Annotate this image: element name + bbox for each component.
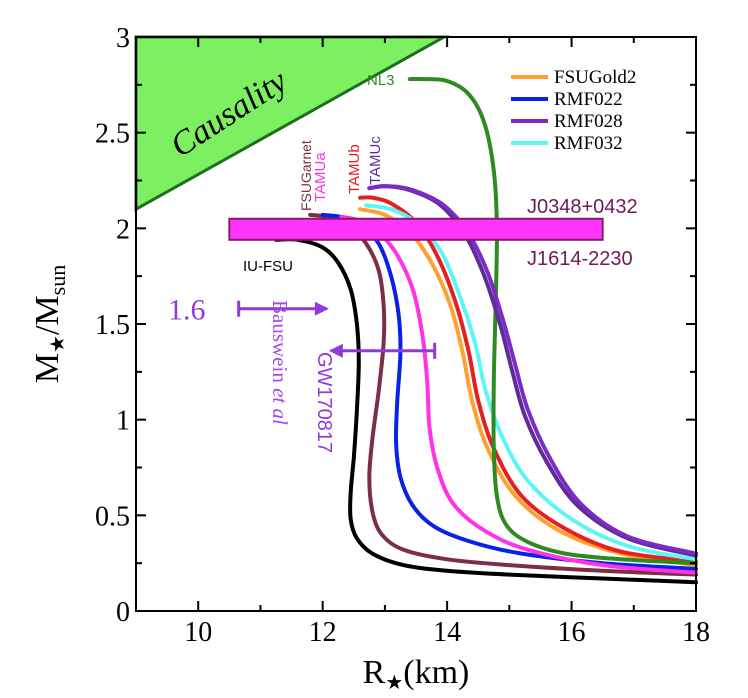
bauswein-arrowhead xyxy=(314,301,329,316)
y-tick-label: 1.5 xyxy=(95,310,130,341)
bauswein-value-label: 1.6 xyxy=(168,294,206,327)
y-axis-title-sub: sun xyxy=(45,265,70,296)
x-tick-label: 10 xyxy=(184,617,212,648)
curve-rmf028 xyxy=(367,184,698,556)
x-tick-label: 12 xyxy=(309,617,337,648)
bauswein-etal: et al xyxy=(268,388,292,425)
label-nl3: NL3 xyxy=(367,72,395,89)
y-tick-label: 2 xyxy=(116,214,130,245)
y-tick-label: 0.5 xyxy=(95,501,130,532)
x-tick-label: 16 xyxy=(558,617,586,648)
gw170817-arrowhead xyxy=(328,343,343,358)
curve-nl3 xyxy=(407,76,698,566)
bauswein-author-name: Bauswein xyxy=(268,300,292,388)
legend-label-fsugold2: FSUGold2 xyxy=(554,67,636,88)
x-tick-label: 18 xyxy=(682,617,710,648)
y-axis-title-star: ★ xyxy=(47,335,69,353)
label-iu-fsu: IU-FSU xyxy=(243,258,293,275)
y-axis-title-slash: /M xyxy=(29,295,66,335)
x-axis-title: R★(km) xyxy=(363,654,470,694)
pulsar-label-j0348: J0348+0432 xyxy=(527,196,638,218)
bauswein-author-label: Bauswein et al xyxy=(268,300,292,425)
pulsar-mass-band xyxy=(228,217,604,241)
y-axis-title-main: M xyxy=(29,353,66,383)
x-axis-title-star: ★ xyxy=(385,672,403,694)
label-tamuc: TAMUc xyxy=(367,136,384,185)
y-tick-label: 2.5 xyxy=(95,119,130,150)
gw170817-label: GW170817 xyxy=(313,352,335,453)
legend-label-rmf028: RMF028 xyxy=(554,111,623,132)
curve-iu-fsu xyxy=(274,237,698,585)
x-axis-title-unit: (km) xyxy=(403,654,469,691)
legend-label-rmf022: RMF022 xyxy=(554,89,623,110)
y-tick-label: 0 xyxy=(116,597,130,628)
label-tamua: TAMUa xyxy=(312,152,329,202)
y-tick-label: 3 xyxy=(116,23,130,54)
curve-tamub xyxy=(358,195,698,564)
legend-label-rmf032: RMF032 xyxy=(554,133,623,154)
x-axis-title-main: R xyxy=(363,654,386,691)
y-tick-label: 1 xyxy=(116,406,130,437)
label-tamub: TAMUb xyxy=(346,144,363,194)
y-axis-title: M★/Msun xyxy=(29,265,70,383)
label-fsugarnet: FSUGarnet xyxy=(298,140,314,211)
pulsar-label-j1614: J1614-2230 xyxy=(527,248,633,270)
x-tick-label: 14 xyxy=(433,617,461,648)
